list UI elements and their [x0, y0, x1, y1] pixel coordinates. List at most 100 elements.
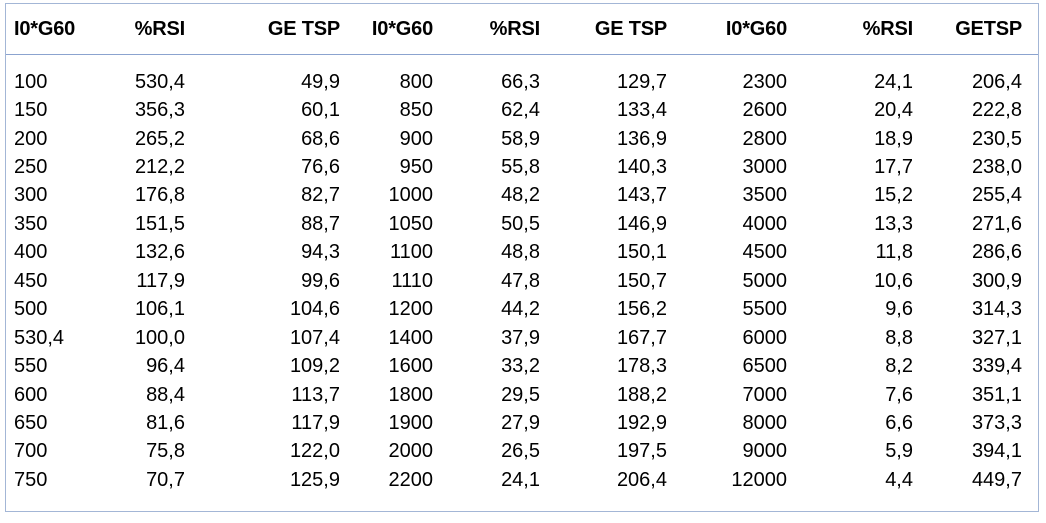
table-row: 400 132,6 94,3 1100 48,8 150,1 4500 11,8 286,6 [6, 239, 1038, 267]
table-cell: 15,2 [874, 184, 913, 207]
table-cell: 100,0 [134, 326, 185, 349]
table-cell: 250 [14, 156, 48, 179]
table-cell: 75,8 [146, 440, 185, 463]
table-cell: 107,4 [289, 326, 340, 349]
table-cell: 2600 [742, 99, 788, 122]
table-cell: 300 [14, 184, 48, 207]
header-row: I0*G60 %RSI GE TSP I0*G60 %RSI GE TSP I0… [6, 4, 1038, 55]
table-cell: 24,1 [501, 468, 540, 491]
table-cell: 81,6 [146, 411, 185, 434]
table-cell: 1600 [388, 355, 434, 378]
table-cell: 500 [14, 298, 48, 321]
table-row: 600 88,4 113,7 1800 29,5 188,2 7000 7,6 351,1 [6, 381, 1038, 409]
table-cell: 373,3 [971, 411, 1022, 434]
table-cell: 1050 [388, 212, 434, 235]
table-cell: 850 [399, 99, 433, 122]
table-cell: 17,7 [874, 156, 913, 179]
table-cell: 11,8 [875, 241, 913, 264]
column-header: I0*G60 [6, 4, 110, 55]
table-cell: 327,1 [971, 326, 1022, 349]
table-cell: 650 [14, 411, 48, 434]
table-cell: 314,3 [971, 298, 1022, 321]
table-cell: 82,7 [301, 184, 340, 207]
table-cell: 188,2 [616, 383, 667, 406]
column-header: %RSI [433, 4, 540, 55]
table-row: 450 117,9 99,6 1110 47,8 150,7 5000 10,6 300,9 [6, 267, 1038, 295]
table-cell: 900 [399, 127, 433, 150]
table-cell: 9,6 [885, 298, 913, 321]
table-cell: 100 [14, 70, 48, 93]
table-cell: 206,4 [616, 468, 667, 491]
table-cell: 2000 [388, 440, 434, 463]
table-cell: 104,6 [289, 298, 340, 321]
table-cell: 50,5 [501, 212, 540, 235]
table-cell: 449,7 [971, 468, 1022, 491]
table-cell: 1900 [388, 411, 434, 434]
table-cell: 99,6 [301, 269, 340, 292]
table-row: 150 356,3 60,1 850 62,4 133,4 2600 20,4 222,8 [6, 96, 1038, 124]
table-cell: 6,6 [885, 411, 913, 434]
table-cell: 150,1 [616, 241, 667, 264]
table-cell: 222,8 [971, 99, 1022, 122]
table-row: 350 151,5 88,7 1050 50,5 146,9 4000 13,3 271,6 [6, 210, 1038, 238]
table-cell: 60,1 [301, 99, 340, 122]
table-cell: 5500 [742, 298, 788, 321]
table-cell: 136,9 [616, 127, 667, 150]
table-cell: 37,9 [501, 326, 540, 349]
table-cell: 800 [399, 70, 433, 93]
table-cell: 27,9 [501, 411, 540, 434]
table-cell: 94,3 [301, 241, 340, 264]
table-cell: 550 [14, 355, 48, 378]
table-cell: 394,1 [971, 440, 1022, 463]
table-cell: 4000 [742, 212, 788, 235]
table-cell: 29,5 [501, 383, 540, 406]
table-cell: 88,4 [146, 383, 185, 406]
table-row: 700 75,8 122,0 2000 26,5 197,5 9000 5,9 394,1 [6, 438, 1038, 466]
table-row: 750 70,7 125,9 2200 24,1 206,4 12000 4,4 449,7 [6, 466, 1038, 494]
table-cell: 339,4 [971, 355, 1022, 378]
table-cell: 55,8 [501, 156, 540, 179]
table-cell: 350 [14, 212, 48, 235]
table-cell: 113,7 [291, 383, 340, 406]
table-row: 250 212,2 76,6 950 55,8 140,3 3000 17,7 238,0 [6, 153, 1038, 181]
table-cell: 62,4 [501, 99, 540, 122]
table-cell: 197,5 [616, 440, 667, 463]
table-cell: 530,4 [14, 326, 65, 349]
table-cell: 8,2 [885, 355, 913, 378]
table-cell: 351,1 [971, 383, 1022, 406]
table-cell: 206,4 [971, 70, 1022, 93]
table-cell: 76,6 [301, 156, 340, 179]
table-cell: 58,9 [501, 127, 540, 150]
table-cell: 1000 [388, 184, 434, 207]
table-row: 530,4 100,0 107,4 1400 37,9 167,7 6000 8,8 327,1 [6, 324, 1038, 352]
table-cell: 271,6 [971, 212, 1022, 235]
table-cell: 530,4 [134, 70, 185, 93]
data-table-frame: I0*G60 %RSI GE TSP I0*G60 %RSI GE TSP I0… [5, 3, 1039, 512]
table-row: 200 265,2 68,6 900 58,9 136,9 2800 18,9 230,5 [6, 125, 1038, 153]
table-cell: 286,6 [971, 241, 1022, 264]
table-cell: 143,7 [616, 184, 667, 207]
table-cell: 150 [14, 99, 48, 122]
table-cell: 176,8 [134, 184, 185, 207]
table-cell: 238,0 [971, 156, 1022, 179]
table-cell: 44,2 [501, 298, 540, 321]
table-cell: 24,1 [874, 70, 913, 93]
table-cell: 150,7 [616, 269, 667, 292]
table-cell: 600 [14, 383, 48, 406]
table-cell: 88,7 [301, 212, 340, 235]
table-cell: 122,0 [289, 440, 340, 463]
table-cell: 109,2 [289, 355, 340, 378]
table-cell: 4,4 [885, 468, 913, 491]
table-cell: 2200 [388, 468, 434, 491]
table-cell: 1100 [389, 241, 433, 264]
column-header: %RSI [110, 4, 185, 55]
table-cell: 140,3 [616, 156, 667, 179]
table-cell: 117,9 [136, 269, 185, 292]
table-cell: 132,6 [134, 241, 185, 264]
table-cell: 70,7 [146, 468, 185, 491]
table-cell: 8,8 [885, 326, 913, 349]
table-cell: 106,1 [134, 298, 185, 321]
table-cell: 178,3 [616, 355, 667, 378]
table-cell: 13,3 [874, 212, 913, 235]
table-cell: 49,9 [301, 70, 340, 93]
